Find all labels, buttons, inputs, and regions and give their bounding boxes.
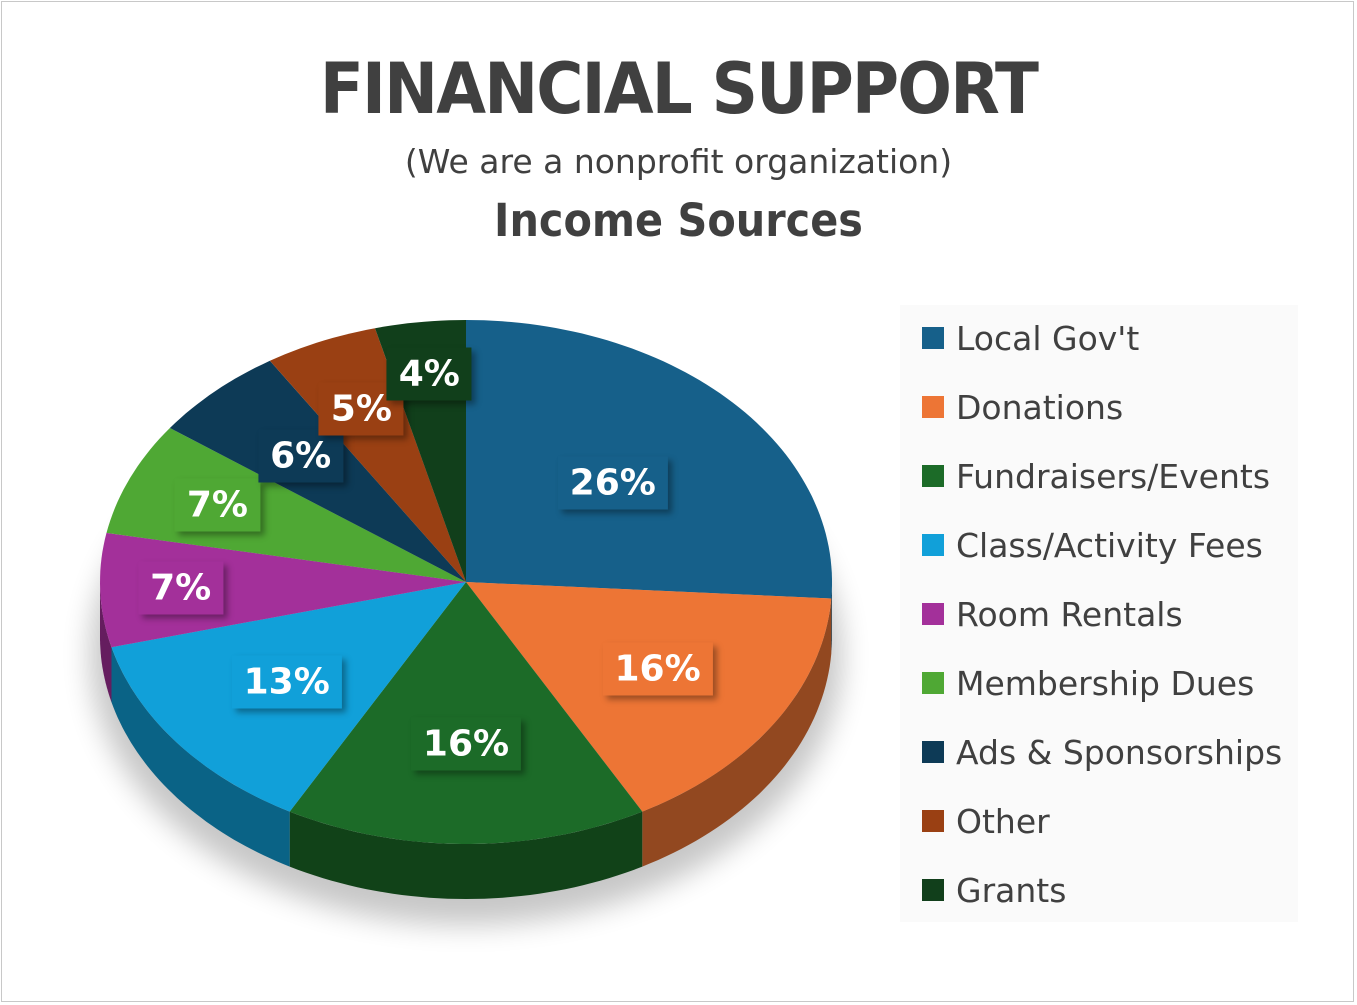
pie-side-4 [100,582,112,703]
data-label: 13% [231,655,342,709]
legend-swatch [922,396,944,418]
legend-label: Membership Dues [956,663,1255,703]
legend-item: Class/Activity Fees [922,525,1263,565]
legend-label: Class/Activity Fees [956,525,1263,565]
legend-swatch [922,741,944,763]
data-label: 7% [138,561,224,615]
pie-slice-donations [466,582,832,812]
pie-side-2 [289,811,643,899]
legend-label: Donations [956,387,1124,427]
legend-label: Other [956,801,1050,841]
legend-swatch [922,534,944,556]
data-label: 16% [410,717,522,771]
legend-item: Membership Dues [922,663,1254,703]
page-title: FINANCIAL SUPPORT [319,48,1039,130]
legend-label: Fundraisers/Events [956,456,1271,496]
legend-item: Grants [922,870,1066,910]
legend-label: Local Gov't [956,318,1140,358]
data-label: 6% [258,429,344,483]
chart-title: Income Sources [494,194,863,247]
legend-item: Fundraisers/Events [922,456,1270,496]
legend-swatch [922,603,944,625]
legend-swatch [922,672,944,694]
data-label: 26% [557,456,668,510]
legend-label: Grants [956,870,1067,910]
pie-slice-room-rentals [100,532,466,648]
legend-item: Local Gov't [922,318,1139,358]
legend-swatch [922,879,944,901]
pie-slice-fundraisers-events [289,582,643,844]
legend-label: Ads & Sponsorships [956,732,1283,772]
data-label: 4% [386,347,472,401]
legend-swatch [922,465,944,487]
pie-side-3 [111,647,290,867]
legend-item: Other [922,801,1050,841]
legend-item: Room Rentals [922,594,1183,634]
legend-swatch [922,810,944,832]
pie-slice-membership-dues [106,428,466,582]
data-label: 5% [318,382,404,436]
pie-side-1 [642,598,832,867]
page-subtitle: (We are a nonprofit organization) [404,142,953,181]
legend-item: Ads & Sponsorships [922,732,1282,772]
legend-item: Donations [922,387,1123,427]
pie-side-0 [831,582,832,654]
legend: Local Gov't Donations Fundraisers/Events Cl… [900,305,1298,922]
data-label: 7% [174,478,260,532]
legend-swatch [922,327,944,349]
data-label: 16% [602,642,713,696]
legend-label: Room Rentals [956,594,1183,634]
